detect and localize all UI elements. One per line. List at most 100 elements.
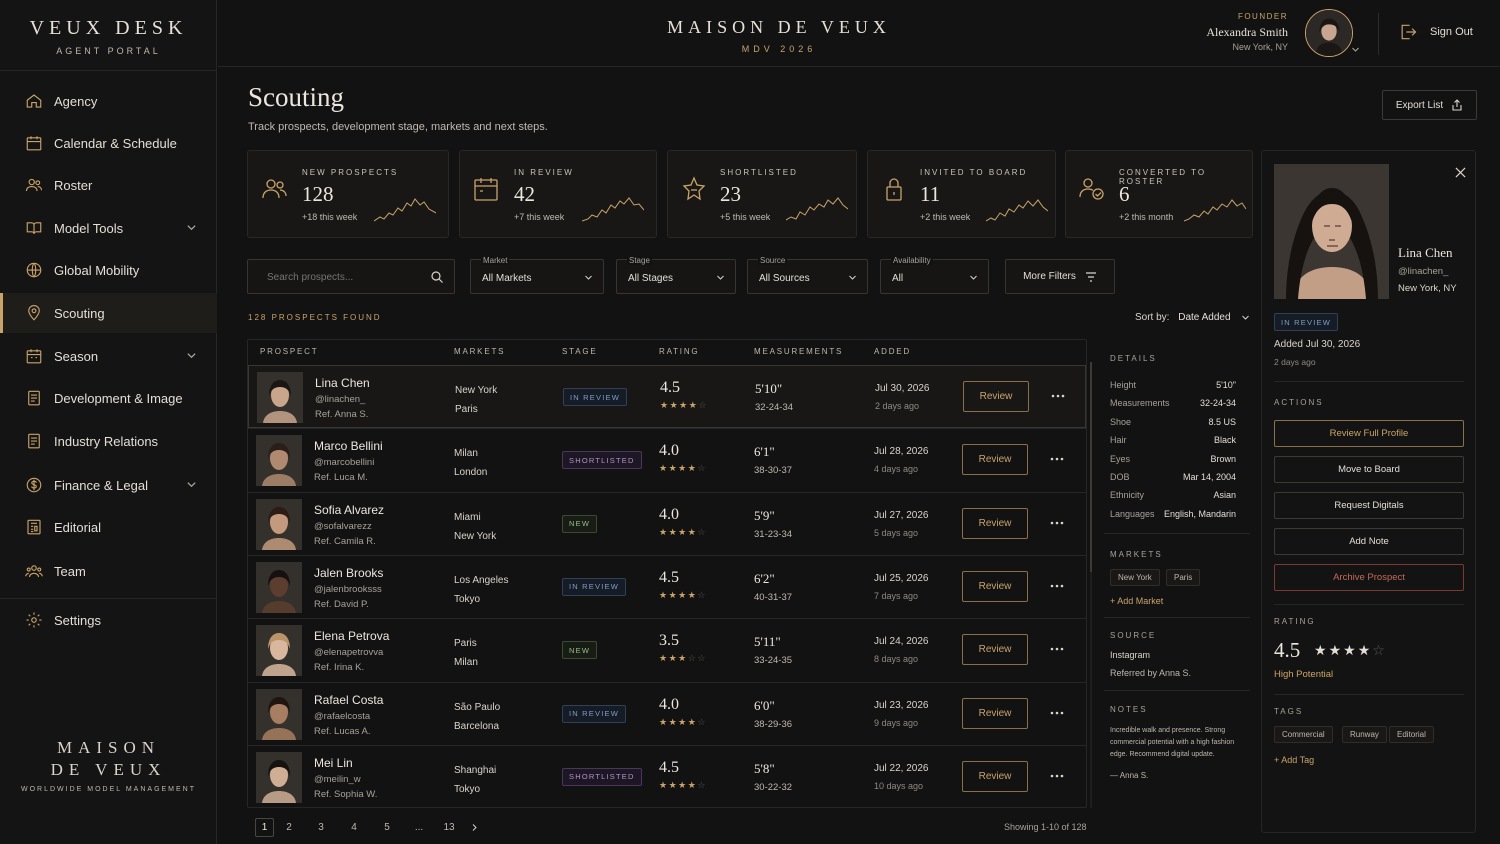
availability-filter[interactable]: Availability All xyxy=(880,256,989,294)
table-row[interactable]: Rafael Costa @rafaelcosta Ref. Lucas A. São… xyxy=(248,681,1086,745)
market-chip[interactable]: New York xyxy=(1110,569,1160,586)
sidebar-item-industry-relations[interactable]: Industry Relations xyxy=(0,421,217,461)
star-icon: ★ xyxy=(668,463,679,474)
kpi-card-shortlisted[interactable]: SHORTLISTED 23 +5 this week xyxy=(667,150,857,238)
add-tag-link[interactable]: + Add Tag xyxy=(1274,755,1315,765)
added-ago: 5 days ago xyxy=(874,527,919,538)
sidebar-item-editorial[interactable]: Editorial xyxy=(0,507,217,547)
sidebar-item-model-tools[interactable]: Model Tools xyxy=(0,208,217,248)
table-row[interactable]: Elena Petrova @elenapetrovva Ref. Irina K.… xyxy=(248,618,1086,681)
chevron-down-icon[interactable] xyxy=(1351,45,1360,54)
table-row[interactable]: Sofia Alvarez @sofalvarezz Ref. Camila R. M… xyxy=(248,491,1086,555)
add-market-link[interactable]: + Add Market xyxy=(1110,596,1164,606)
sidebar-item-finance-legal[interactable]: Finance & Legal xyxy=(0,465,217,505)
prospect-name[interactable]: Jalen Brooks xyxy=(314,565,384,580)
search-icon[interactable] xyxy=(431,271,443,283)
sidebar-item-label: Industry Relations xyxy=(54,433,159,449)
export-list-button[interactable]: Export List xyxy=(1382,90,1477,120)
table-row[interactable]: Jalen Brooks @jalenbrooksss Ref. David P. L… xyxy=(248,554,1086,618)
review-button[interactable]: Review xyxy=(963,381,1029,412)
move-to-board-button[interactable]: Move to Board xyxy=(1274,456,1464,483)
market-filter[interactable]: Market All Markets xyxy=(470,256,604,294)
more-options-icon[interactable] xyxy=(1049,705,1065,721)
review-button[interactable]: Review xyxy=(962,570,1028,602)
page-button-13[interactable]: 13 xyxy=(443,822,455,833)
sidebar-item-development[interactable]: Development & Image xyxy=(0,378,217,418)
prospect-name[interactable]: Sofia Alvarez xyxy=(314,502,385,517)
close-icon[interactable] xyxy=(1455,167,1466,178)
sidebar-item-scouting[interactable]: Scouting xyxy=(0,293,217,333)
page-button-1[interactable]: 1 xyxy=(255,818,274,837)
column-header-measurements[interactable]: MEASUREMENTS xyxy=(754,347,844,356)
brand-subtitle: AGENT PORTAL xyxy=(56,46,161,56)
kpi-card-new-prospects[interactable]: NEW PROSPECTS 128 +18 this week xyxy=(247,150,449,238)
review-button[interactable]: Review xyxy=(962,507,1028,539)
review-button[interactable]: Review xyxy=(962,697,1028,729)
search-box[interactable] xyxy=(247,259,455,294)
archive-prospect-button[interactable]: Archive Prospect xyxy=(1274,564,1464,591)
sidebar-item-agency[interactable]: Agency xyxy=(0,81,217,121)
prospect-name[interactable]: Elena Petrova xyxy=(314,629,390,644)
more-filters-button[interactable]: More Filters xyxy=(1005,259,1115,294)
chevron-down-icon[interactable] xyxy=(186,350,197,361)
prospect-name[interactable]: Lina Chen xyxy=(315,376,370,390)
sidebar-item-settings[interactable]: Settings xyxy=(0,600,217,640)
kpi-card-converted-to-roster[interactable]: CONVERTED TO ROSTER 6 +2 this month xyxy=(1065,150,1253,238)
page-button-4[interactable]: 4 xyxy=(351,822,357,833)
market-chip[interactable]: Paris xyxy=(1166,569,1201,586)
review-full-profile-button[interactable]: Review Full Profile xyxy=(1274,420,1464,447)
table-row[interactable]: Mei Lin @meilin_w Ref. Sophia W. Shanghai To… xyxy=(248,744,1086,808)
stage-filter[interactable]: Stage All Stages xyxy=(616,256,736,294)
sidebar-item-calendar[interactable]: Calendar & Schedule xyxy=(0,123,217,163)
scrollbar-track[interactable] xyxy=(1090,362,1092,808)
request-digitals-button[interactable]: Request Digitals xyxy=(1274,492,1464,519)
more-options-icon[interactable] xyxy=(1049,641,1065,657)
sidebar-item-global-mobility[interactable]: Global Mobility xyxy=(0,250,217,290)
prospect-name[interactable]: Mei Lin xyxy=(314,755,353,770)
add-note-button[interactable]: Add Note xyxy=(1274,528,1464,555)
tag-chip[interactable]: Commercial xyxy=(1274,726,1333,743)
more-options-icon[interactable] xyxy=(1050,388,1066,404)
column-header-prospect[interactable]: PROSPECT xyxy=(260,347,319,356)
tag-chip[interactable]: Editorial xyxy=(1389,726,1434,743)
kpi-card-invited-to-board[interactable]: INVITED TO BOARD 11 +2 this week xyxy=(867,150,1056,238)
tag-chip[interactable]: Runway xyxy=(1342,726,1387,743)
column-header-rating[interactable]: RATING xyxy=(659,347,700,356)
sort-dropdown[interactable]: Sort by: Date Added xyxy=(1135,312,1250,323)
column-header-stage[interactable]: STAGE xyxy=(562,347,598,356)
column-header-markets[interactable]: MARKETS xyxy=(454,347,506,356)
prospect-name[interactable]: Marco Bellini xyxy=(314,439,383,454)
chevron-right-icon[interactable] xyxy=(470,823,479,832)
review-button[interactable]: Review xyxy=(962,444,1028,476)
sign-out-button[interactable]: Sign Out xyxy=(1398,22,1473,42)
height-value: 5'9" xyxy=(754,507,775,523)
page-button-3[interactable]: 3 xyxy=(318,822,324,833)
more-options-icon[interactable] xyxy=(1049,515,1065,531)
review-button[interactable]: Review xyxy=(962,760,1028,792)
more-options-icon[interactable] xyxy=(1049,451,1065,467)
sidebar-item-season[interactable]: Season xyxy=(0,336,217,376)
avatar[interactable] xyxy=(1305,9,1353,57)
star-icon: ★ xyxy=(687,526,698,537)
rating-value: 4.5 xyxy=(659,758,679,776)
sidebar-item-label: Model Tools xyxy=(54,220,124,236)
sidebar-item-roster[interactable]: Roster xyxy=(0,165,217,205)
avatar-portrait xyxy=(1306,10,1352,56)
kpi-card-in-review[interactable]: IN REVIEW 42 +7 this week xyxy=(459,150,657,238)
more-options-icon[interactable] xyxy=(1049,768,1065,784)
sidebar-item-team[interactable]: Team xyxy=(0,551,217,591)
scrollbar-thumb[interactable] xyxy=(1090,362,1092,572)
search-input[interactable] xyxy=(267,270,427,284)
more-options-icon[interactable] xyxy=(1049,578,1065,594)
review-button[interactable]: Review xyxy=(962,634,1028,666)
profile-rating-value: 4.5 xyxy=(1274,638,1301,662)
page-button-5[interactable]: 5 xyxy=(384,822,390,833)
chevron-down-icon[interactable] xyxy=(186,479,197,490)
chevron-down-icon[interactable] xyxy=(186,222,197,233)
page-button-2[interactable]: 2 xyxy=(286,822,292,833)
prospect-name[interactable]: Rafael Costa xyxy=(314,692,384,707)
table-row[interactable]: Marco Bellini @marcobellini Ref. Luca M. Mi… xyxy=(248,428,1086,491)
table-row[interactable]: Lina Chen @linachen_ Ref. Anna S. New York P… xyxy=(248,365,1086,428)
source-filter[interactable]: Source All Sources xyxy=(747,256,868,294)
column-header-added[interactable]: ADDED xyxy=(874,347,912,356)
